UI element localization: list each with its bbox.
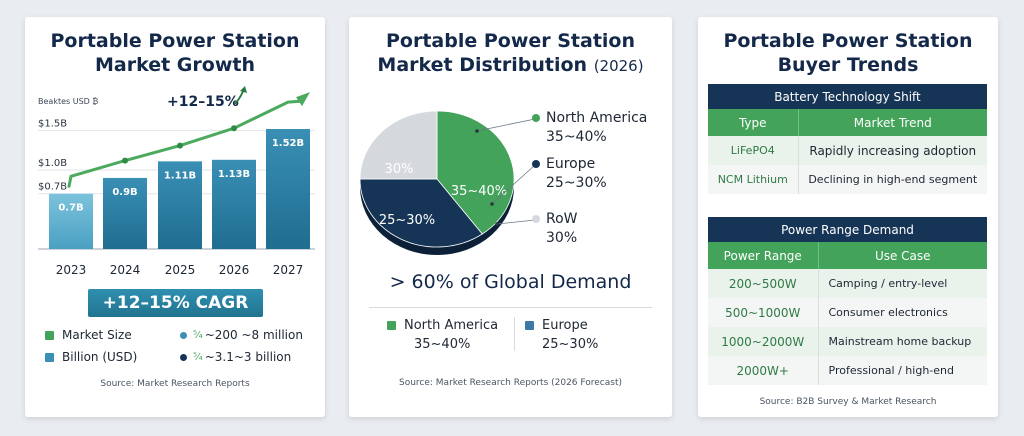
pie-slice <box>436 110 515 235</box>
legend-value: ⁵⁄₄ ~3.1~3 billion <box>180 350 291 364</box>
battery-header-type: Type <box>708 109 798 136</box>
power-range-table: Power Range Demand Power Range Use Case … <box>708 217 987 385</box>
buyer-trends-panel: Portable Power Station Buyer Trends Batt… <box>698 17 998 417</box>
navy-dot-icon <box>180 353 187 361</box>
power-table-title: Power Range Demand <box>708 217 987 242</box>
pie-legend-europe-value: 25~30% <box>546 175 607 191</box>
leader-dot <box>495 222 499 226</box>
battery-header-trend: Market Trend <box>797 109 987 136</box>
callout-arrowhead-icon <box>240 86 247 93</box>
bar-value-label: 0.9B <box>112 187 137 198</box>
battery-technology-table: Battery Technology Shift Type Market Tre… <box>708 84 987 194</box>
bar <box>103 177 147 249</box>
bottom-europe: Europe <box>525 318 588 333</box>
leader-dot <box>490 202 494 206</box>
legend-units: ⁵⁄₄ ~200 ~8 million <box>180 328 303 342</box>
pie-legend-row-value: 30% <box>546 230 578 246</box>
divider <box>369 307 652 308</box>
gray-dot-icon <box>532 215 540 223</box>
steel-square-icon <box>525 321 534 330</box>
leader-line <box>476 118 536 132</box>
bottom-north-america: North America <box>387 318 498 333</box>
cagr-badge: +12–15% CAGR <box>88 289 263 317</box>
market-growth-panel: Portable Power Station Market Growth Bea… <box>25 17 325 417</box>
table-row: NCM Lithium Declining in high-end segmen… <box>708 165 987 194</box>
trends-source: Source: B2B Survey & Market Research <box>759 397 937 407</box>
unit-label: Beaktes USD ₿ <box>38 97 98 106</box>
table-row: 200~500W Camping / entry-level <box>708 269 987 298</box>
y-tick-label: $0.7B <box>38 182 67 193</box>
pie-legend-europe: Europe <box>532 156 595 172</box>
distribution-source: Source: Market Research Reports (2026 Fo… <box>398 378 622 388</box>
table-row: 1000~2000W Mainstream home backup <box>708 327 987 356</box>
y-tick-label: $1.0B <box>38 158 67 169</box>
bottom-north-america-value: 35~40% <box>414 337 471 352</box>
bottom-europe-value: 25~30% <box>542 337 599 352</box>
pie-slice <box>359 178 483 248</box>
pie-legend-north-america-value: 35~40% <box>546 129 607 145</box>
leader-line <box>491 164 536 205</box>
bar-value-label: 1.13B <box>218 169 250 180</box>
green-square-icon <box>45 330 54 340</box>
table-row: 2000W+ Professional / high-end <box>708 356 987 385</box>
global-demand-claim: > 60% of Global Demand <box>389 271 632 293</box>
bar-value-label: 0.7B <box>58 203 83 214</box>
power-header-use: Use Case <box>817 242 987 269</box>
bar <box>212 159 256 249</box>
trend-point <box>177 142 183 149</box>
pie-slice <box>359 110 438 180</box>
growth-bar-chart: Beaktes USD ₿ +12–15% $1.5B $1.0B $0.7B 0.7… <box>38 86 315 277</box>
leader-dot <box>475 129 479 133</box>
trends-title: Portable Power Station Buyer Trends <box>723 30 973 76</box>
y-tick-label: $1.5B <box>38 119 67 130</box>
green-dot-icon <box>532 114 540 122</box>
pie-slice-label: 35~40% <box>451 184 507 199</box>
pie-slice-label: 25~30% <box>379 213 435 228</box>
navy-dot-icon <box>532 160 540 168</box>
leader-line <box>496 219 536 225</box>
bar <box>49 193 93 249</box>
bar <box>266 129 310 249</box>
pie-legend-north-america: North America <box>532 110 647 126</box>
teal-dot-icon <box>180 331 187 339</box>
bar-value-label: 1.11B <box>164 170 196 181</box>
legend-billion: Billion (USD) <box>45 350 137 364</box>
cagr-callout: +12–15% <box>167 94 239 110</box>
teal-square-icon <box>45 352 54 362</box>
pie-legend-row: RoW <box>532 211 578 227</box>
x-tick-label: 2026 <box>219 263 250 277</box>
battery-table-title: Battery Technology Shift <box>708 84 987 109</box>
trend-point <box>231 125 237 132</box>
table-row: LiFePO4 Rapidly increasing adoption <box>708 136 987 165</box>
trend-point <box>122 157 128 164</box>
x-tick-label: 2027 <box>273 263 304 277</box>
market-distribution-panel: Portable Power Station Market Distributi… <box>349 17 672 417</box>
distribution-title: Portable Power Station Market Distributi… <box>377 30 644 76</box>
vertical-divider <box>514 317 515 351</box>
x-tick-label: 2025 <box>165 263 196 277</box>
table-row: 500~1000W Consumer electronics <box>708 298 987 327</box>
x-tick-label: 2024 <box>110 263 141 277</box>
bar <box>158 161 202 249</box>
pie-slice-label: 30% <box>385 162 414 177</box>
growth-source: Source: Market Research Reports <box>100 379 250 389</box>
power-header-range: Power Range <box>708 242 818 269</box>
growth-title: Portable Power Station Market Growth <box>50 30 300 76</box>
distribution-pie-chart: 35~40% 25~30% 30% <box>359 110 536 255</box>
green-square-icon <box>387 321 396 330</box>
trend-arrowhead-icon <box>296 92 310 107</box>
x-tick-label: 2023 <box>56 263 87 277</box>
bar-value-label: 1.52B <box>272 138 304 149</box>
legend-market-size: Market Size <box>45 328 132 342</box>
